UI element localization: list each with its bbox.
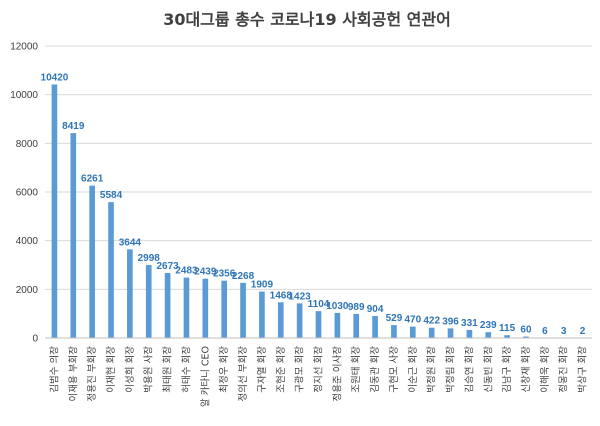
bar — [409, 326, 416, 338]
data-label: 470 — [404, 315, 421, 326]
data-label: 6261 — [81, 174, 104, 185]
x-tick-label: 허태수 회장 — [181, 346, 192, 393]
data-label: 239 — [480, 320, 497, 331]
x-tick-label: 이재현 회장 — [106, 346, 117, 393]
x-tick-label: 정몽진 회장 — [559, 346, 570, 393]
x-tick-label: 김승연 회장 — [463, 346, 475, 393]
x-tick-label: 조현준 회장 — [276, 346, 287, 393]
data-label: 1104 — [308, 299, 330, 310]
x-tick-label: 김범수 의장 — [48, 346, 60, 393]
gridlines — [45, 45, 592, 290]
y-tick-label: 6000 — [16, 188, 39, 199]
y-tick-label: 2000 — [16, 285, 39, 296]
y-tick-label: 4000 — [16, 236, 39, 247]
data-label: 1909 — [251, 280, 274, 291]
x-tick-label: 구광모 회장 — [294, 346, 306, 393]
data-label: 3 — [561, 326, 567, 337]
data-label: 10420 — [41, 72, 69, 83]
y-tick-label: 0 — [32, 334, 38, 345]
bar — [315, 311, 322, 338]
bar — [372, 316, 378, 338]
bar — [485, 332, 492, 338]
bar — [277, 302, 284, 338]
x-tick-label: 신동빈 회장 — [483, 346, 494, 393]
x-tick-label: 구현모 사장 — [389, 346, 400, 393]
bar — [51, 84, 58, 339]
bar — [428, 327, 435, 338]
x-tick-label: 신창재 회장 — [521, 346, 532, 393]
data-label: 396 — [442, 316, 459, 327]
bars — [51, 84, 586, 339]
bar — [523, 336, 529, 338]
bar — [221, 280, 228, 338]
x-tick-label: 박상구 회장 — [578, 346, 589, 393]
bar — [108, 202, 114, 338]
bar — [296, 303, 303, 338]
data-label: 60 — [520, 325, 532, 336]
bar — [353, 313, 360, 338]
y-tick-label: 8000 — [16, 139, 39, 150]
x-tick-label: 김남구 회장 — [501, 346, 513, 393]
x-tick-label: 박정원 회장 — [427, 346, 438, 393]
bar — [447, 328, 454, 338]
y-axis-ticks: 0 2000 4000 6000 8000 10000 12000 — [10, 42, 38, 345]
data-label: 1468 — [270, 290, 293, 301]
x-tick-label: 최태원 회장 — [163, 346, 174, 393]
x-tick-label: 정지선 회장 — [314, 346, 325, 393]
data-label: 529 — [386, 313, 403, 324]
data-labels: 1042084196261558436442998267324832439235… — [41, 72, 586, 337]
data-label: 3644 — [119, 237, 142, 248]
x-tick-label: 이성희 회장 — [125, 346, 136, 393]
bar — [240, 282, 246, 338]
bar — [504, 335, 510, 338]
data-label: 2483 — [175, 266, 198, 277]
x-tick-label: 알 카타니 CEO — [200, 346, 211, 407]
x-tick-label: 이순근 회장 — [408, 346, 419, 393]
bar — [145, 265, 152, 338]
data-label: 2 — [580, 326, 586, 337]
x-tick-label: 구자열 회장 — [257, 346, 268, 393]
x-tick-label: 박정림 회장 — [445, 346, 457, 393]
x-tick-label: 이재용 부회장 — [68, 346, 79, 402]
data-label: 115 — [499, 323, 516, 334]
x-tick-label: 이해욱 회장 — [539, 346, 551, 393]
data-label: 8419 — [62, 121, 85, 132]
bar — [259, 291, 265, 338]
x-tick-label: 김동관 회장 — [369, 346, 381, 393]
y-tick-label: 10000 — [10, 90, 38, 101]
y-tick-label: 12000 — [10, 42, 38, 53]
data-label: 1030 — [326, 301, 349, 312]
data-label: 2673 — [156, 261, 179, 272]
data-label: 1423 — [289, 291, 312, 302]
x-tick-label: 최정우 회장 — [219, 346, 230, 393]
x-tick-label: 정용진 부회장 — [87, 346, 98, 402]
bar — [164, 272, 171, 338]
x-tick-label: 정의선 부회장 — [238, 346, 249, 402]
bar — [334, 312, 341, 338]
data-label: 5584 — [100, 190, 123, 201]
x-tick-label: 조원태 회장 — [351, 346, 362, 393]
data-label: 2356 — [213, 269, 236, 280]
data-label: 2268 — [232, 271, 255, 282]
data-label: 331 — [461, 318, 478, 329]
chart-title: 30대그룹 총수 코로나19 사회공헌 연관어 — [163, 10, 451, 29]
data-label: 904 — [367, 304, 384, 315]
bar — [391, 325, 397, 338]
x-axis-ticks: 김범수 의장 이재용 부회장 정용진 부회장 이재현 회장 이성희 회장 박용원 사장 최태… — [48, 346, 588, 407]
bar — [183, 277, 190, 338]
bar — [127, 249, 133, 338]
x-tick-label: 정용준 이사장 — [332, 346, 343, 402]
data-label: 2998 — [138, 253, 161, 264]
bar — [466, 329, 473, 338]
bar — [202, 278, 209, 338]
data-label: 2439 — [194, 267, 217, 278]
x-tick-label: 박용원 사장 — [144, 346, 155, 393]
bar — [89, 185, 95, 338]
data-label: 989 — [348, 302, 365, 313]
data-label: 6 — [542, 326, 548, 337]
bar — [70, 133, 77, 338]
data-label: 422 — [423, 316, 440, 327]
